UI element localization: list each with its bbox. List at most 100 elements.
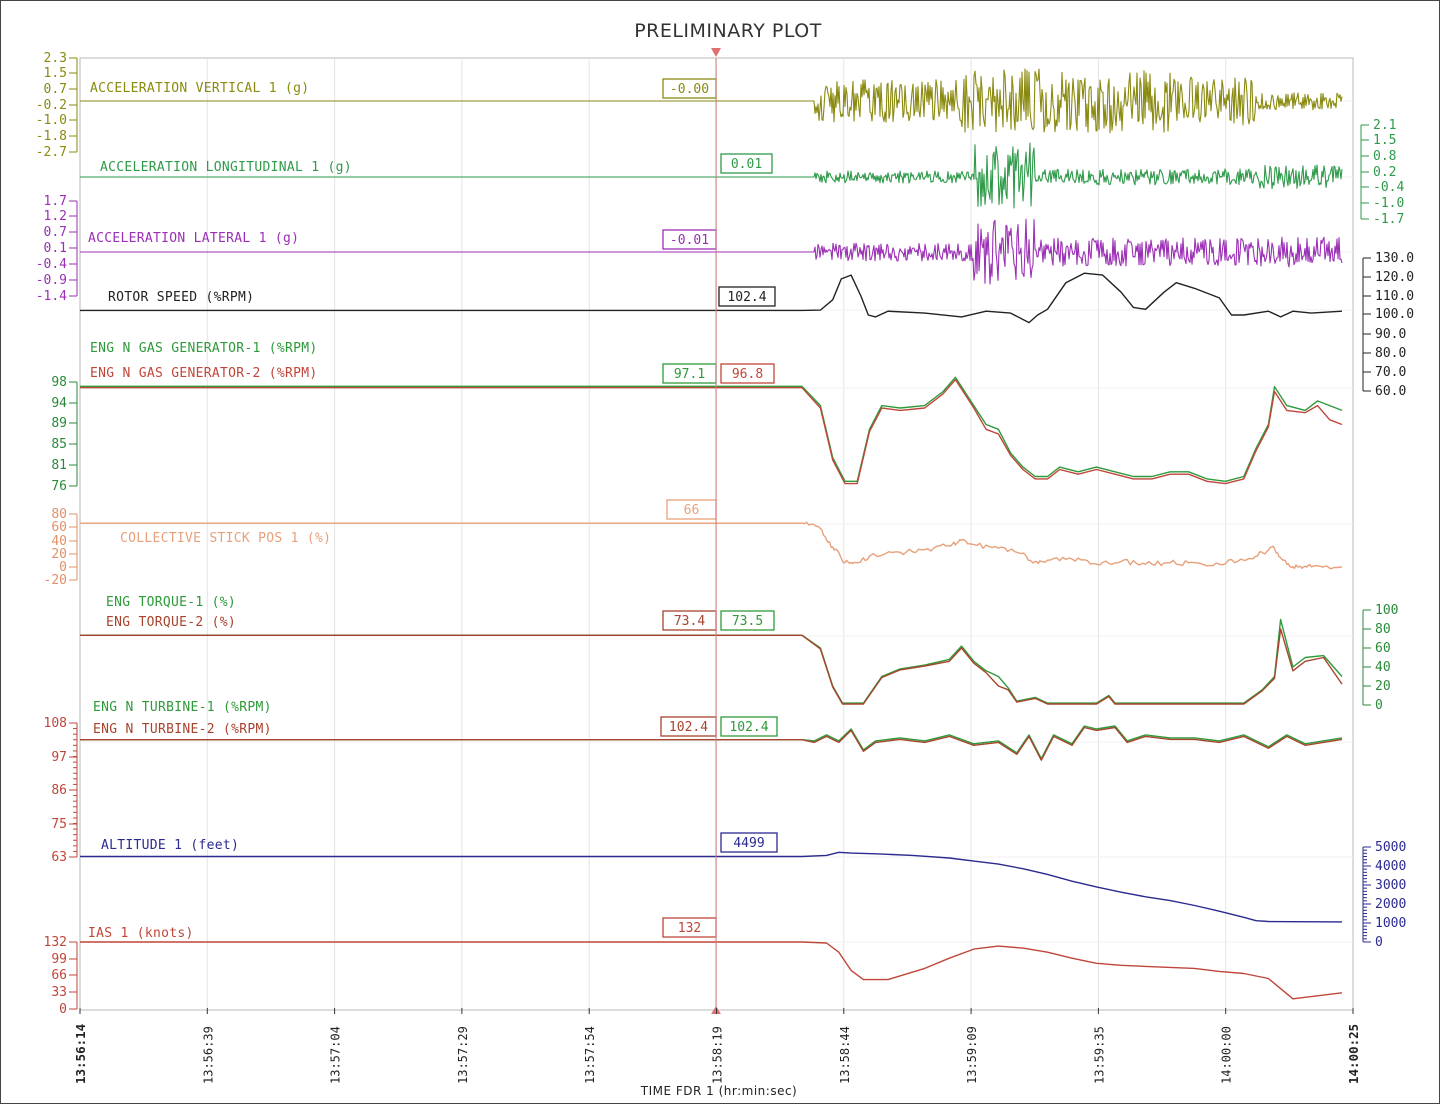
accel-vert-series-1-cursor-value: -0.00 bbox=[670, 82, 709, 97]
altitude-series-1-line bbox=[80, 851, 1343, 923]
ng-tick-label: 98 bbox=[51, 375, 67, 390]
x-tick-label: 13:57:29 bbox=[456, 1026, 470, 1084]
altitude-tick-label: 1000 bbox=[1375, 916, 1406, 931]
accel-vert-tick-label: 2.3 bbox=[44, 51, 67, 66]
torque-tick-label: 60 bbox=[1375, 641, 1391, 656]
collective-tick-label: 0 bbox=[59, 560, 67, 575]
torque-series-1-name: ENG TORQUE-1 (%) bbox=[106, 595, 236, 610]
accel-lat-series-1-value-box: -0.01 bbox=[662, 229, 717, 250]
collective-series-1-line bbox=[80, 521, 1343, 570]
nt-series-1-value-box: 102.4 bbox=[720, 716, 778, 737]
collective-series-1-cursor-value: 66 bbox=[684, 503, 700, 518]
nt-series-2-value-box: 102.4 bbox=[660, 716, 717, 737]
nt-series-2-cursor-value: 102.4 bbox=[669, 720, 708, 735]
ng-series-1-value-box: 97.1 bbox=[662, 363, 717, 384]
altitude-series-1-value-box: 4499 bbox=[720, 832, 778, 853]
cursor-marker-icon[interactable] bbox=[711, 48, 721, 57]
accel-lat-tick-label: 0.7 bbox=[44, 225, 67, 240]
ias-series-1-name: IAS 1 (knots) bbox=[88, 926, 194, 941]
x-tick-label: 13:57:54 bbox=[583, 1026, 597, 1084]
accel-lat-series-1-cursor-value: -0.01 bbox=[670, 233, 709, 248]
rotor-tick-label: 70.0 bbox=[1375, 365, 1406, 380]
accel-long-tick-label: -0.4 bbox=[1373, 180, 1404, 195]
x-tick-label: 13:56:14 bbox=[73, 1024, 88, 1084]
torque-tick-label: 40 bbox=[1375, 660, 1391, 675]
accel-lat-tick-label: -1.4 bbox=[36, 289, 67, 304]
accel-long-series-1-line bbox=[80, 142, 1343, 209]
torque-tick-label: 0 bbox=[1375, 698, 1383, 713]
torque-tick-label: 100 bbox=[1375, 603, 1398, 618]
collective-series-1-name: COLLECTIVE STICK POS 1 (%) bbox=[120, 531, 331, 546]
altitude-tick-label: 4000 bbox=[1375, 859, 1406, 874]
accel-vert-series-1-value-box: -0.00 bbox=[662, 78, 717, 99]
rotor-tick-label: 100.0 bbox=[1375, 307, 1414, 322]
accel-lat-tick-label: -0.4 bbox=[36, 257, 67, 272]
torque-series-2-name: ENG TORQUE-2 (%) bbox=[106, 615, 236, 630]
accel-lat-tick-label: 0.1 bbox=[44, 241, 67, 256]
rotor-series-1-line bbox=[80, 272, 1343, 324]
accel-vert-tick-label: -1.8 bbox=[36, 129, 67, 144]
ias-series-1-value-box: 132 bbox=[662, 917, 717, 938]
series-layer bbox=[80, 68, 1343, 1000]
torque-series-2-cursor-value: 73.4 bbox=[674, 614, 705, 629]
collective-tick-label: 40 bbox=[51, 534, 67, 549]
nt-series-1-name: ENG N TURBINE-1 (%RPM) bbox=[93, 700, 272, 715]
chart-title: PRELIMINARY PLOT bbox=[634, 20, 822, 42]
rotor-tick-label: 60.0 bbox=[1375, 384, 1406, 399]
ias-tick-label: 99 bbox=[51, 952, 67, 967]
torque-series-1-value-box: 73.5 bbox=[720, 610, 775, 631]
nt-tick-label: 97 bbox=[51, 750, 67, 765]
ias-tick-label: 0 bbox=[59, 1002, 67, 1017]
accel-long-tick-label: 0.2 bbox=[1373, 165, 1396, 180]
ias-tick-label: 33 bbox=[51, 985, 67, 1000]
x-axis: 13:56:14 13:56:39 13:57:04 13:57:29 13:57:54… bbox=[73, 1008, 1361, 1084]
x-tick-label: 13:56:39 bbox=[201, 1026, 215, 1084]
accel-long-series-1-name: ACCELERATION LONGITUDINAL 1 (g) bbox=[100, 160, 352, 175]
collective-tick-label: 20 bbox=[51, 547, 67, 562]
ng-series-2-cursor-value: 96.8 bbox=[732, 367, 763, 382]
ng-series-1-name: ENG N GAS GENERATOR-1 (%RPM) bbox=[90, 341, 318, 356]
collective-tick-label: 80 bbox=[51, 507, 67, 522]
x-tick-label: 13:58:19 bbox=[711, 1026, 725, 1084]
accel-long-tick-label: -1.0 bbox=[1373, 196, 1404, 211]
rotor-series-1-cursor-value: 102.4 bbox=[727, 290, 766, 305]
collective-tick-label: 60 bbox=[51, 520, 67, 535]
accel-long-tick-label: 0.8 bbox=[1373, 149, 1396, 164]
altitude-tick-label: 0 bbox=[1375, 935, 1383, 950]
x-tick-label: 13:59:09 bbox=[965, 1026, 979, 1084]
ng-tick-label: 85 bbox=[51, 437, 67, 452]
accel-long-tick-label: -1.7 bbox=[1373, 212, 1404, 227]
ng-tick-label: 81 bbox=[51, 458, 67, 473]
labels-layer: ACCELERATION VERTICAL 1 (g) -0.00 ACCELERA… bbox=[88, 78, 778, 941]
x-tick-label: 13:58:44 bbox=[838, 1026, 852, 1084]
accel-long-tick-label: 1.5 bbox=[1373, 133, 1396, 148]
nt-tick-label: 108 bbox=[44, 716, 67, 731]
nt-series-1-cursor-value: 102.4 bbox=[729, 720, 768, 735]
ng-series-2-line bbox=[80, 378, 1343, 485]
accel-vert-tick-label: 0.7 bbox=[44, 82, 67, 97]
accel-vert-series-1-line bbox=[80, 68, 1343, 134]
accel-vert-tick-label: -2.7 bbox=[36, 145, 67, 160]
x-axis-label: TIME FDR 1 (hr:min:sec) bbox=[640, 1084, 798, 1098]
rotor-tick-label: 90.0 bbox=[1375, 327, 1406, 342]
x-tick-label: 14:00:25 bbox=[1346, 1024, 1361, 1084]
rotor-tick-label: 120.0 bbox=[1375, 270, 1414, 285]
ng-series-1-cursor-value: 97.1 bbox=[674, 367, 705, 382]
altitude-series-1-cursor-value: 4499 bbox=[733, 836, 764, 851]
ng-tick-label: 94 bbox=[51, 396, 67, 411]
accel-long-series-1-value-box: 0.01 bbox=[720, 153, 773, 174]
accel-lat-tick-label: 1.2 bbox=[44, 209, 67, 224]
altitude-tick-label: 2000 bbox=[1375, 897, 1406, 912]
accel-vert-tick-label: -1.0 bbox=[36, 113, 67, 128]
nt-series-2-line bbox=[80, 726, 1343, 761]
rotor-tick-label: 80.0 bbox=[1375, 346, 1406, 361]
collective-tick-label: -20 bbox=[44, 573, 67, 588]
torque-series-1-cursor-value: 73.5 bbox=[732, 614, 763, 629]
x-tick-label: 13:57:04 bbox=[329, 1026, 343, 1084]
ias-tick-label: 66 bbox=[51, 968, 67, 983]
torque-series-2-line bbox=[80, 628, 1343, 705]
ng-tick-label: 89 bbox=[51, 416, 67, 431]
rotor-series-1-name: ROTOR SPEED (%RPM) bbox=[108, 290, 254, 305]
